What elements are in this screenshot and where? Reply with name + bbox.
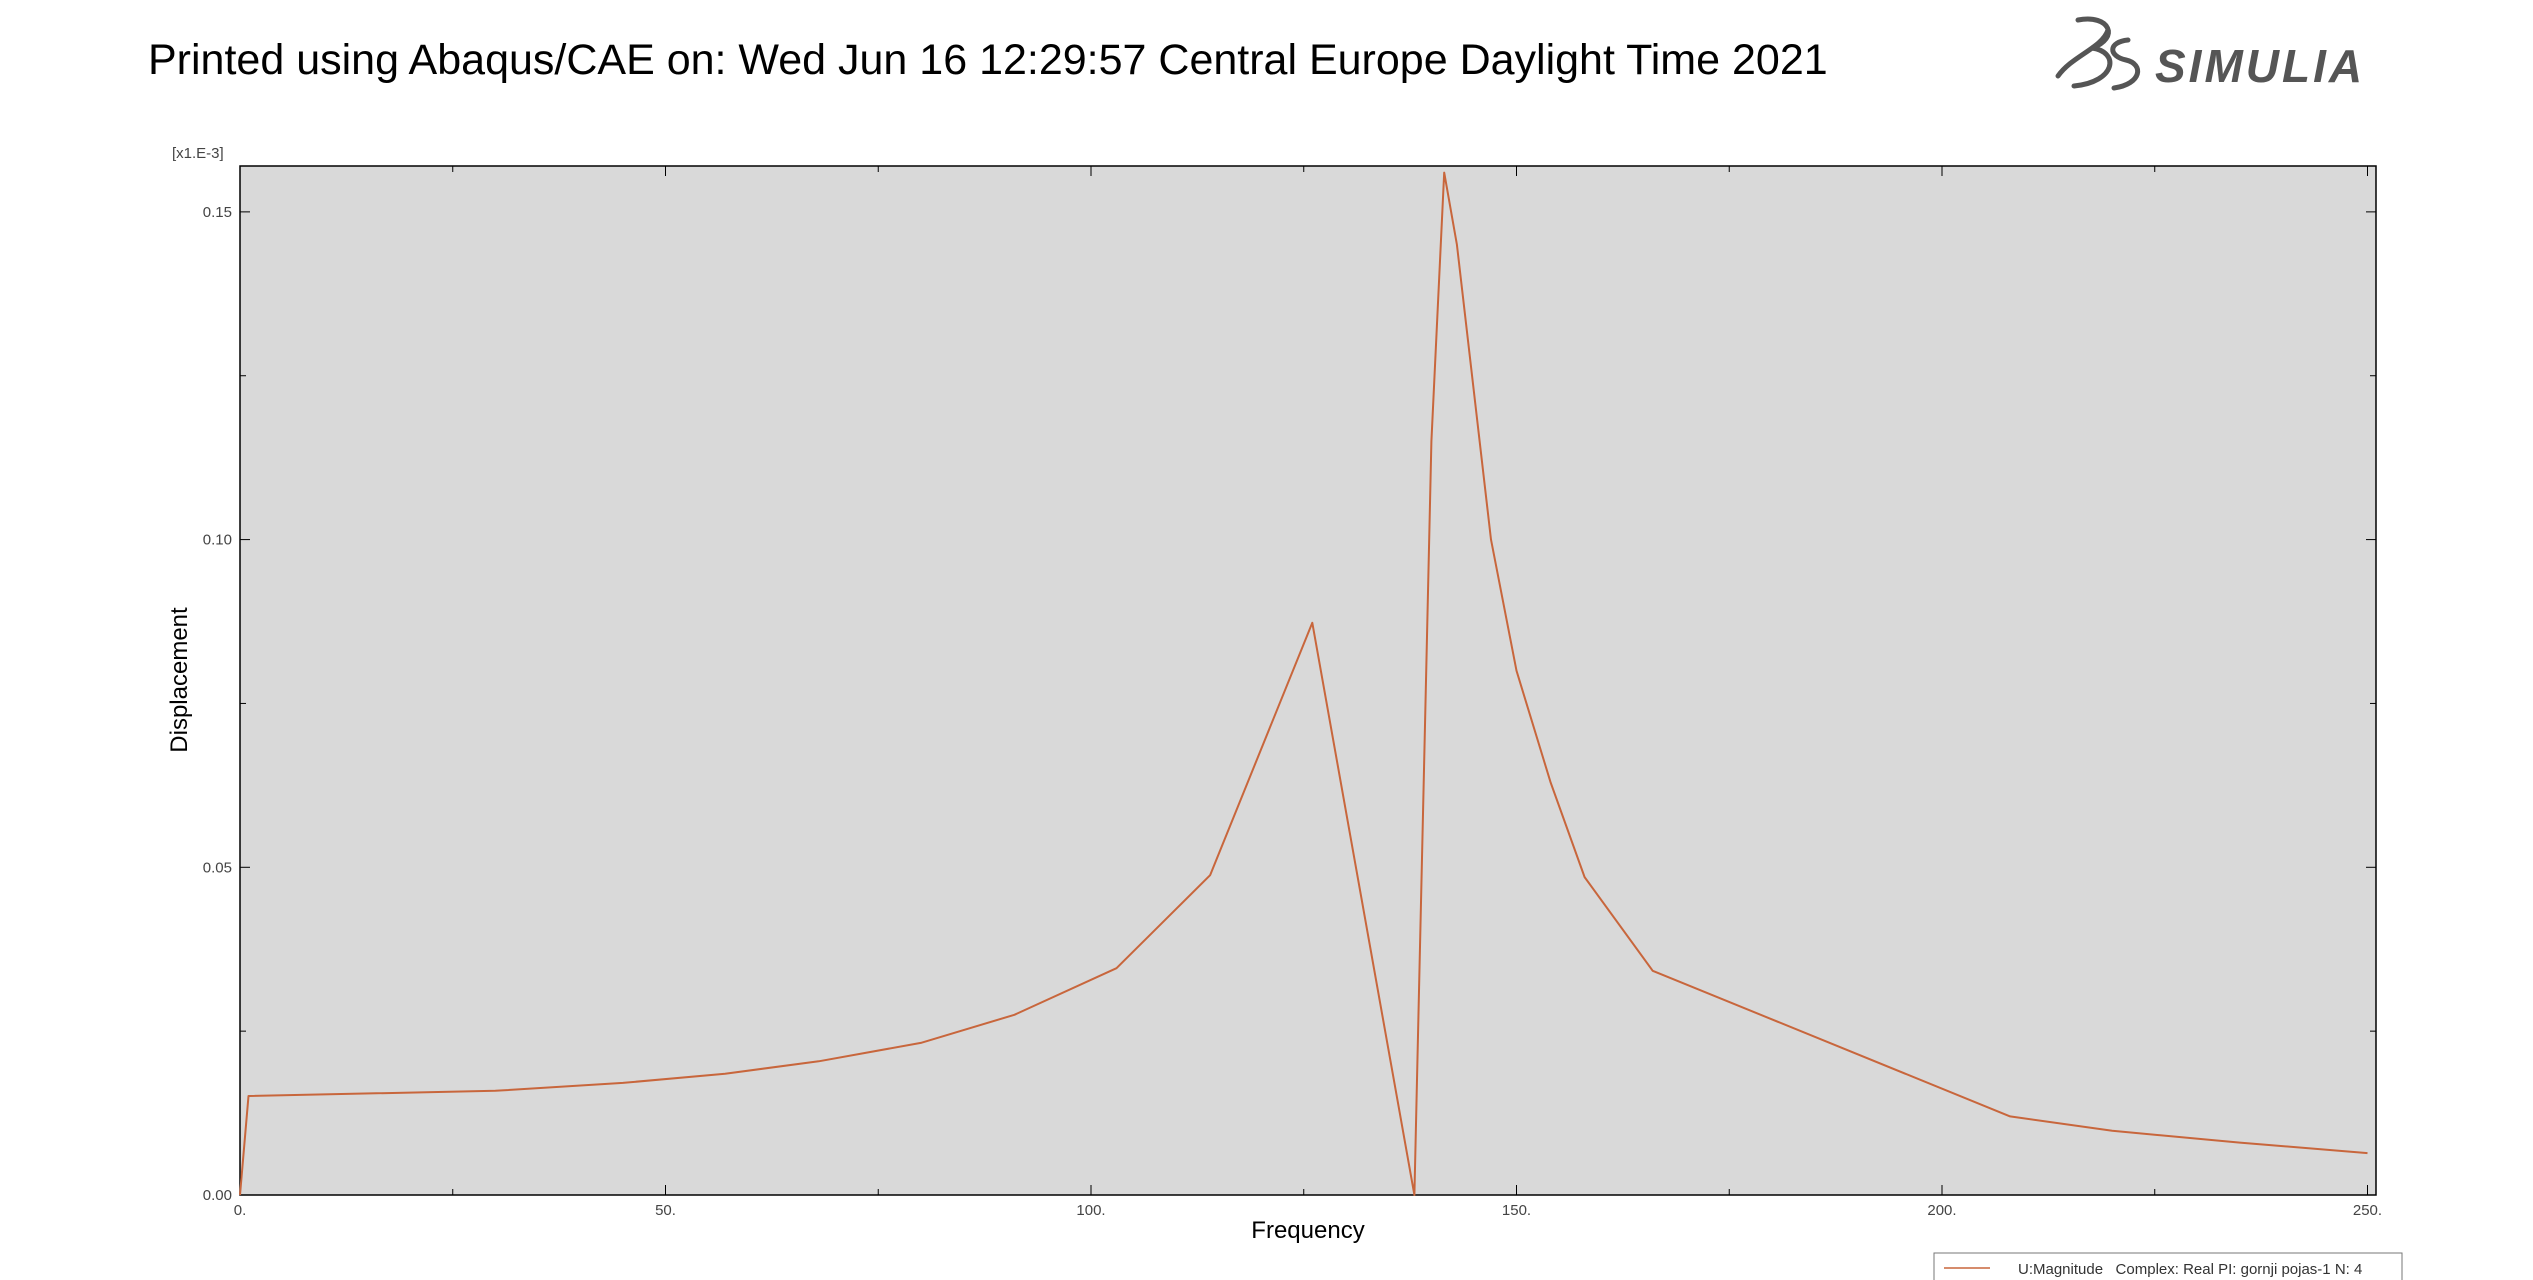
y-axis-label: Displacement <box>166 607 193 753</box>
y-tick-label: 0.15 <box>203 204 232 221</box>
x-axis-label: Frequency <box>1251 1217 1364 1244</box>
legend-entry: U:Magnitude Complex: Real PI: gornji poj… <box>2018 1261 2362 1278</box>
logo-text: SIMULIA <box>2155 40 2365 92</box>
x-axis-ticks: 0. 50. 100. 150. 200. 250. <box>234 166 2382 1219</box>
simulia-logo: SIMULIA <box>2055 16 2365 92</box>
y-tick-label: 0.05 <box>203 859 232 876</box>
y-multiplier-label: [x1.E-3] <box>172 145 224 162</box>
page-title: Printed using Abaqus/CAE on: Wed Jun 16 … <box>148 36 1828 84</box>
x-tick-label: 250. <box>2353 1202 2382 1219</box>
legend: U:Magnitude Complex: Real PI: gornji poj… <box>1933 1252 2403 1280</box>
y-tick-label: 0.10 <box>203 532 232 549</box>
x-tick-label: 0. <box>234 1202 247 1219</box>
x-tick-label: 150. <box>1502 1202 1531 1219</box>
ds-swirl-icon <box>2055 16 2141 91</box>
series-group <box>239 171 2368 1196</box>
y-tick-label: 0.00 <box>203 1187 232 1204</box>
x-tick-label: 50. <box>655 1202 676 1219</box>
y-axis-ticks: 0.00 0.05 0.10 0.15 <box>203 204 2376 1204</box>
legend-box <box>1933 1252 2403 1280</box>
plot-area <box>239 165 2377 1196</box>
series-line <box>239 171 2368 1196</box>
x-tick-label: 200. <box>1927 1202 1956 1219</box>
x-tick-label: 100. <box>1076 1202 1105 1219</box>
